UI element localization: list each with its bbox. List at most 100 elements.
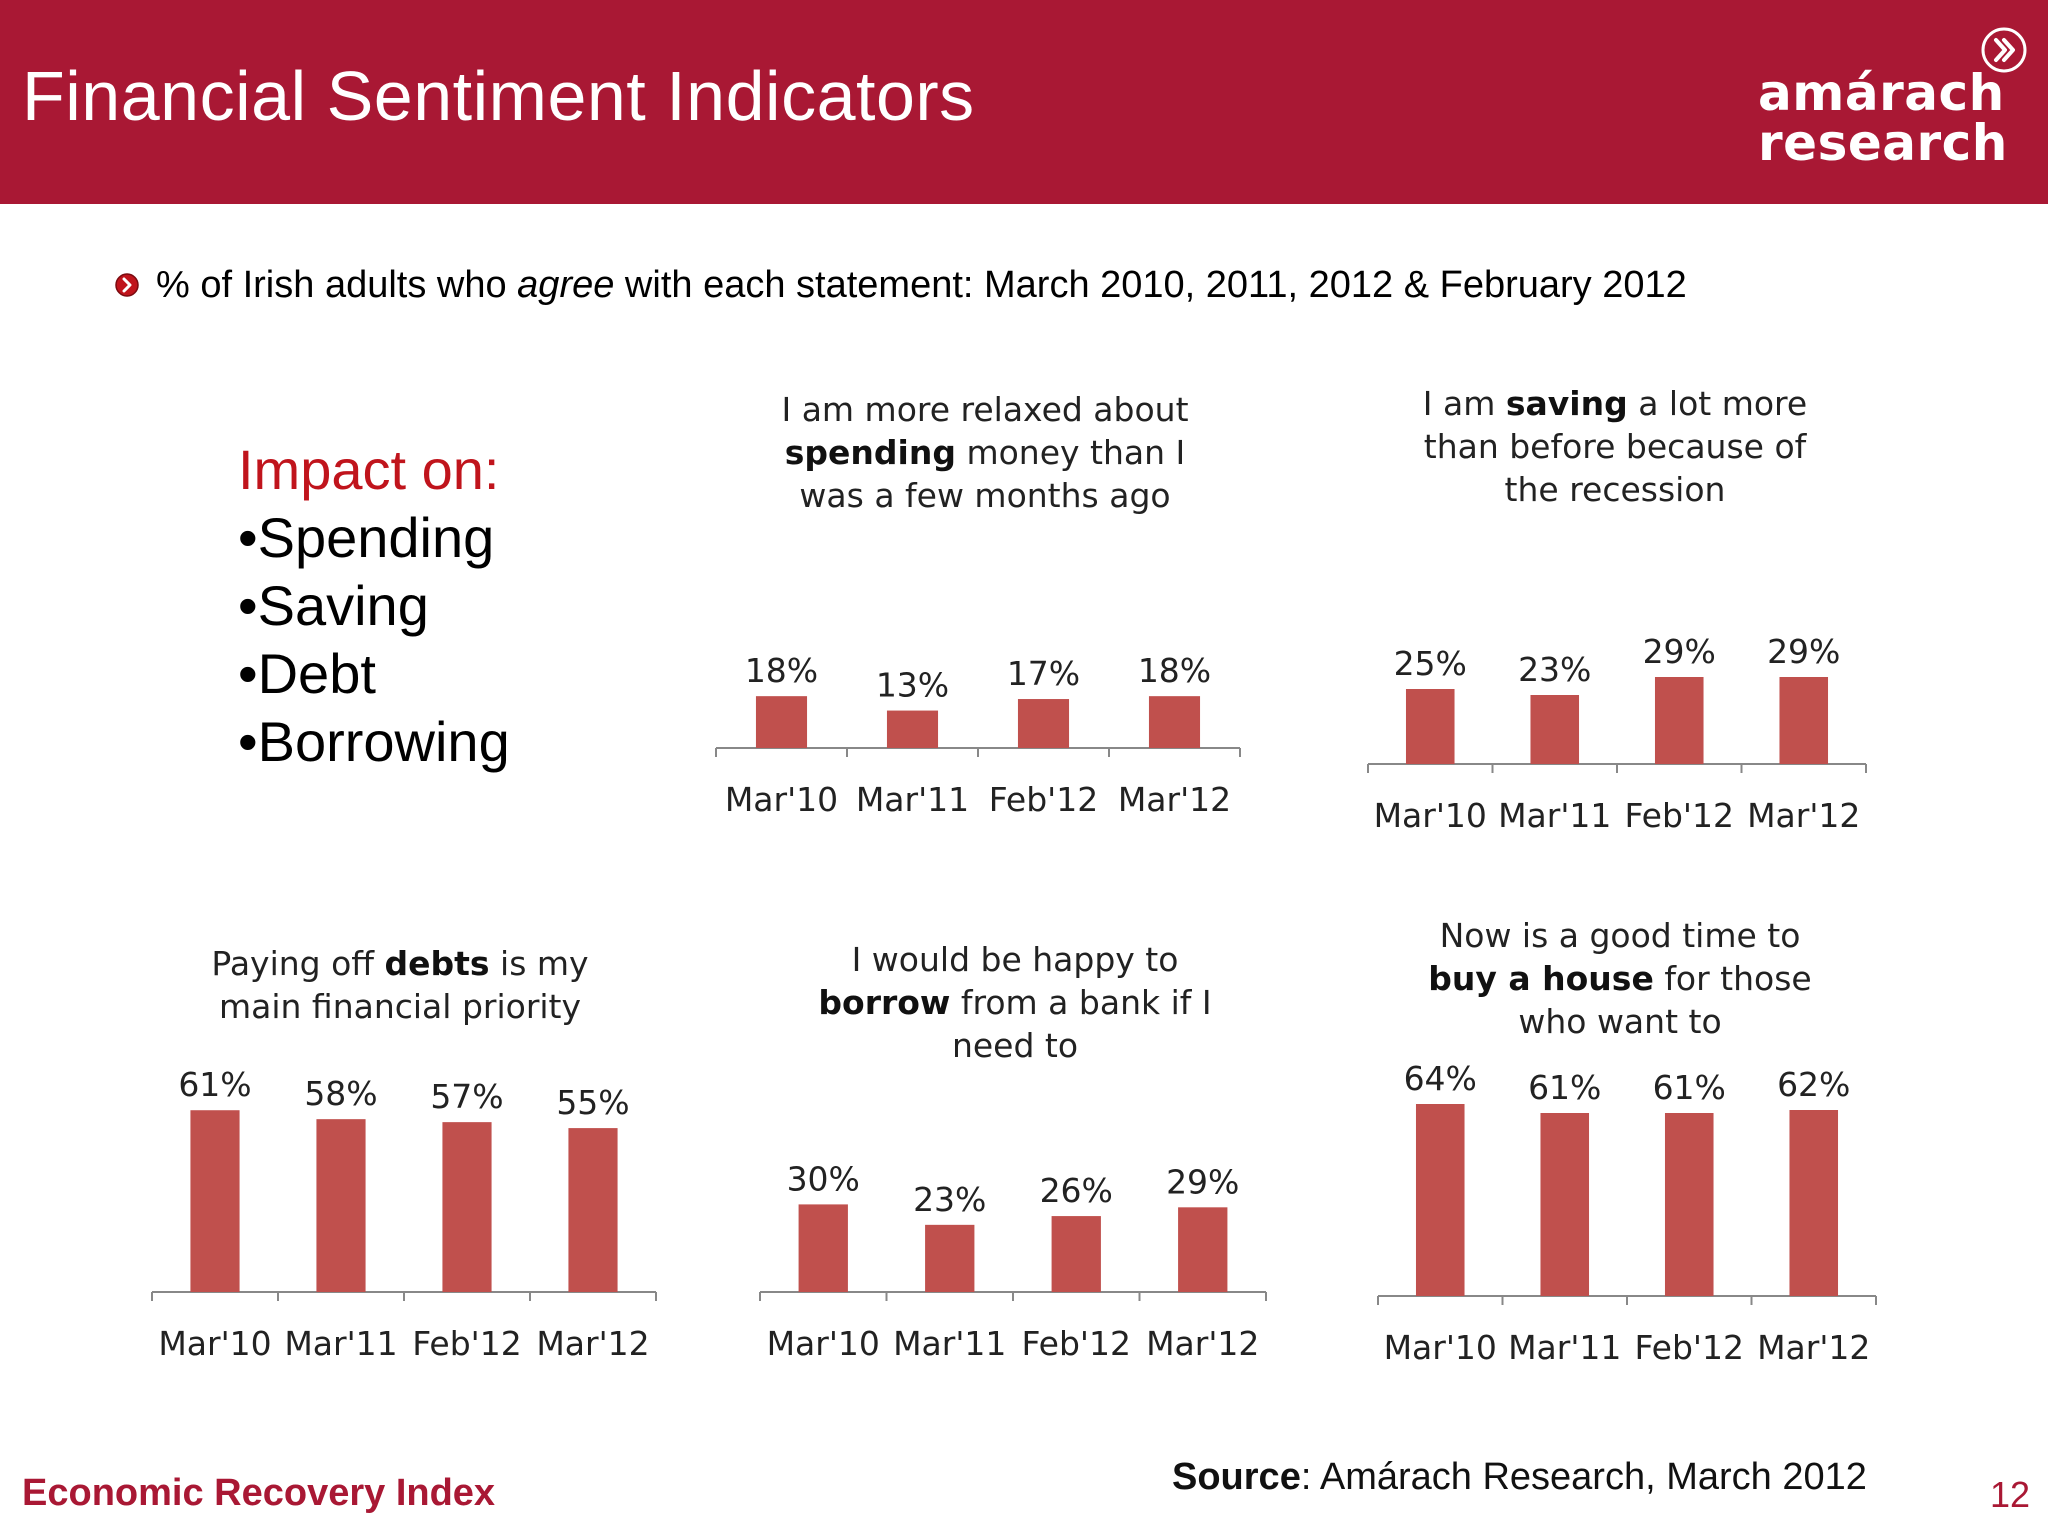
chart-title-line: spending money than I [715, 431, 1255, 474]
x-tick-label: Mar'10 [1384, 1328, 1497, 1367]
chart-title-line: Now is a good time to [1350, 914, 1890, 957]
subtitle-emphasis: agree [517, 264, 615, 306]
bar [1148, 696, 1201, 748]
bar [1415, 1104, 1465, 1296]
chart-title-segment: I am [1422, 384, 1506, 423]
bar [1789, 1110, 1839, 1296]
impact-list: Impact on: •Spending •Saving •Debt •Borr… [238, 436, 510, 776]
chart-title-keyword: buy a house [1428, 959, 1654, 998]
bullet-chevron-icon [115, 273, 139, 297]
source-text: : Amárach Research, March 2012 [1300, 1456, 1867, 1498]
x-tick-label: Feb'12 [1022, 1324, 1132, 1363]
subtitle-suffix: with each statement: March 2010, 2011, 2… [614, 264, 1687, 306]
bar [798, 1204, 848, 1292]
x-tick-label: Mar'10 [1374, 796, 1487, 835]
bar [925, 1224, 975, 1292]
impact-heading: Impact on: [238, 438, 500, 501]
bar [1530, 695, 1580, 764]
chart-title-segment: was a few months ago [799, 476, 1171, 515]
bar [755, 696, 808, 748]
x-tick-label: Mar'11 [893, 1324, 1006, 1363]
data-label: 58% [304, 1074, 377, 1113]
chart-title-line: was a few months ago [715, 474, 1255, 517]
chart-title-segment: is my [489, 944, 589, 983]
chart-title-segment: I would be happy to [851, 940, 1179, 979]
page-title: Financial Sentiment Indicators [22, 57, 975, 135]
chart-title-segment: who want to [1518, 1002, 1722, 1041]
data-label: 55% [556, 1083, 629, 1122]
data-label: 57% [430, 1077, 503, 1116]
bar [1779, 677, 1829, 764]
data-label: 18% [745, 651, 818, 690]
bar [190, 1110, 240, 1292]
x-tick-label: Feb'12 [1635, 1328, 1745, 1367]
bar [1540, 1113, 1590, 1296]
chart-title-segment: Paying off [211, 944, 385, 983]
chart-title-line: the recession [1345, 468, 1885, 511]
x-tick-label: Mar'12 [1757, 1328, 1870, 1367]
x-tick-label: Mar'11 [1508, 1328, 1621, 1367]
impact-item-debt: •Debt [238, 642, 376, 705]
x-tick-label: Mar'12 [1146, 1324, 1259, 1363]
chart-title-segment: than before because of [1423, 427, 1807, 466]
data-label: 18% [1138, 651, 1211, 690]
x-tick-label: Mar'12 [1118, 780, 1231, 819]
chart-title-line: than before because of [1345, 425, 1885, 468]
chart-title-keyword: spending [784, 433, 956, 472]
source-label: Source [1172, 1456, 1301, 1498]
data-label: 26% [1040, 1171, 1113, 1210]
chart-title-segment: money than I [955, 433, 1186, 472]
chart-title-line: borrow from a bank if I [745, 981, 1285, 1024]
bar [442, 1122, 492, 1292]
logo-text-line1: amárach [1758, 64, 2005, 122]
chart-title-line: I am more relaxed about [715, 388, 1255, 431]
impact-item-spending: •Spending [238, 506, 495, 569]
bar [886, 710, 939, 748]
x-tick-label: Mar'10 [158, 1324, 271, 1363]
chart-title-segment: the recession [1504, 470, 1726, 509]
chart-title-line: I would be happy to [745, 938, 1285, 981]
chart-title: I am saving a lot more than before becaus… [1345, 382, 1885, 511]
page-number: 12 [1990, 1474, 2031, 1515]
chart-title-keyword: saving [1505, 384, 1628, 423]
chart-title-segment: Now is a good time to [1439, 916, 1801, 955]
chart-title-keyword: borrow [818, 983, 951, 1022]
chart-title: Now is a good time to buy a house for tho… [1350, 914, 1890, 1043]
bar [1017, 699, 1070, 748]
chart-title-segment: I am more relaxed about [781, 390, 1189, 429]
x-tick-label: Mar'11 [1498, 796, 1611, 835]
x-tick-label: Mar'11 [284, 1324, 397, 1363]
chevron-circle-icon [1981, 27, 2027, 73]
bar [1654, 677, 1704, 764]
x-tick-label: Mar'10 [725, 780, 838, 819]
bar [568, 1128, 618, 1292]
chart-title: I am more relaxed about spending money th… [715, 388, 1255, 517]
company-logo: amárach research [1758, 22, 2028, 182]
data-label: 64% [1404, 1059, 1477, 1098]
x-tick-label: Feb'12 [989, 780, 1099, 819]
data-label: 29% [1767, 632, 1840, 671]
data-label: 23% [913, 1180, 986, 1219]
x-tick-label: Mar'12 [1747, 796, 1860, 835]
data-label: 25% [1394, 644, 1467, 683]
bar [1051, 1216, 1101, 1292]
slide-subtitle: % of Irish adults who agree with each st… [156, 264, 1687, 307]
bar [1405, 689, 1455, 764]
subtitle-prefix: % of Irish adults who [156, 264, 518, 306]
header-banner: Financial Sentiment Indicators amárach r… [0, 0, 2048, 204]
chart-title-line: need to [745, 1024, 1285, 1067]
data-label: 61% [1653, 1068, 1726, 1107]
chart-title-line: I am saving a lot more [1345, 382, 1885, 425]
chart-title: Paying off debts is my main financial pri… [130, 942, 670, 1028]
data-label: 30% [787, 1159, 860, 1198]
source-note: Source: Amárach Research, March 2012 [1172, 1456, 1867, 1499]
x-tick-label: Mar'11 [856, 780, 969, 819]
x-tick-label: Mar'12 [536, 1324, 649, 1363]
data-label: 13% [876, 666, 949, 705]
bar [316, 1119, 366, 1292]
bar [1178, 1207, 1228, 1292]
impact-item-borrowing: •Borrowing [238, 710, 510, 773]
data-label: 29% [1643, 632, 1716, 671]
chart-title-line: Paying off debts is my [130, 942, 670, 985]
chart-title-segment: main financial priority [218, 987, 582, 1026]
